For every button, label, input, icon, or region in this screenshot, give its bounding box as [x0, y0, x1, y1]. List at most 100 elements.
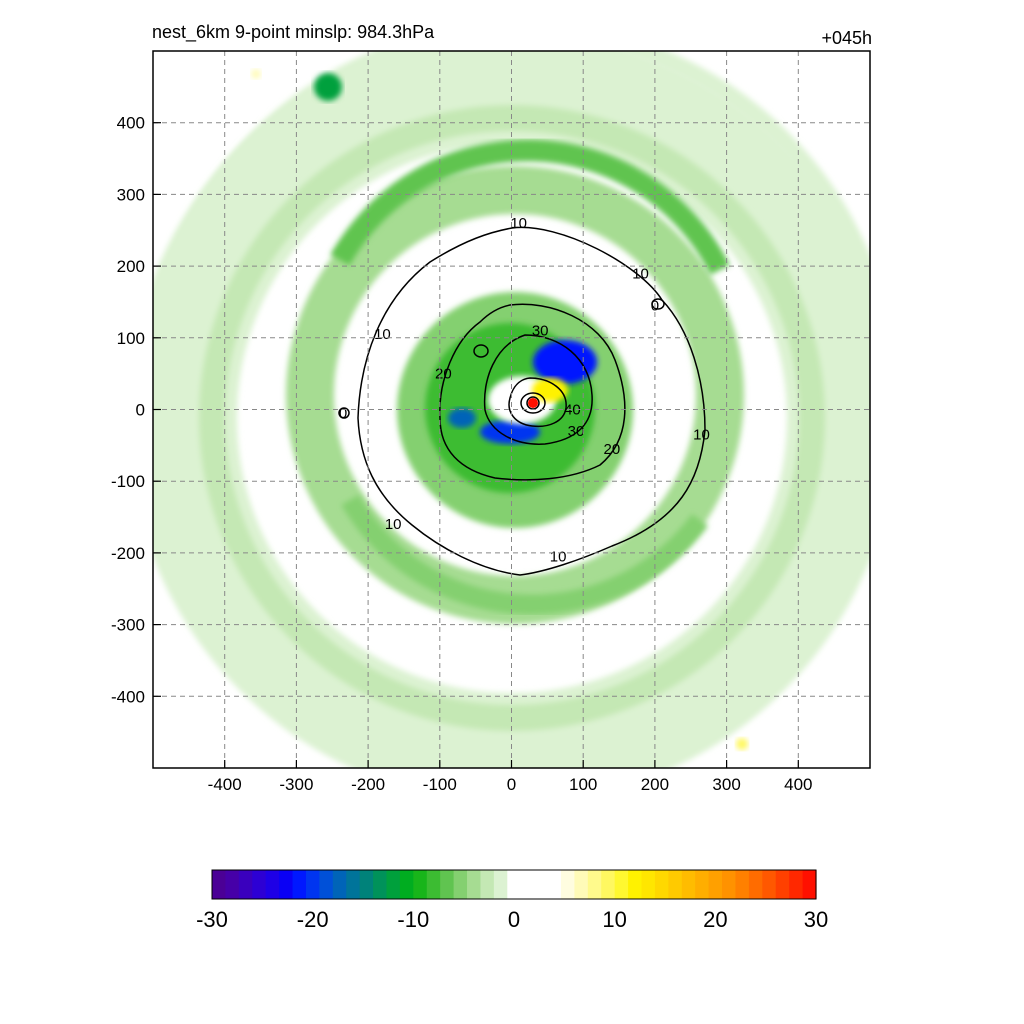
- colorbar-swatch: [775, 870, 790, 899]
- colorbar-swatch: [346, 870, 361, 899]
- contour-label: 10: [510, 215, 527, 232]
- colorbar-tick-label: 20: [703, 907, 727, 932]
- y-tick-label: -300: [111, 616, 145, 635]
- contour-20: [439, 303, 626, 481]
- contour-0-ne: [651, 298, 665, 310]
- colorbar-swatch: [560, 870, 575, 899]
- y-tick-label: 400: [117, 114, 145, 133]
- y-tick-label: 100: [117, 329, 145, 348]
- colorbar-tick-label: -20: [297, 907, 329, 932]
- colorbar-swatch: [695, 870, 710, 899]
- colorbar-swatch: [292, 870, 307, 899]
- contour-label: 10: [632, 265, 649, 282]
- time-label: +045h: [821, 28, 872, 48]
- colorbar-swatch: [493, 870, 508, 899]
- contour-label: 30: [532, 323, 549, 340]
- contour-label: 10: [693, 427, 710, 444]
- colorbar-swatch: [252, 870, 267, 899]
- y-axis: 400 300 200 100 0 -100 -200 -300 -400: [111, 114, 161, 706]
- colorbar-swatch: [332, 870, 347, 899]
- colorbar-tick-label: -30: [196, 907, 228, 932]
- colorbar-swatch: [453, 870, 468, 899]
- contour-40: [508, 377, 567, 428]
- colorbar-swatch: [305, 870, 320, 899]
- contour-20-blob: [473, 344, 489, 358]
- blue-lobe-w: [448, 408, 476, 428]
- contour-label: 10: [385, 516, 402, 533]
- contour-inner-1: [520, 392, 546, 414]
- x-tick-label: -100: [423, 775, 457, 794]
- x-tick-label: 100: [569, 775, 597, 794]
- colorbar-swatch: [802, 870, 817, 899]
- colorbar-swatch: [212, 870, 227, 899]
- max-marker: [528, 398, 538, 408]
- rainband-arc: [330, 139, 730, 275]
- x-tick-label: 0: [507, 775, 516, 794]
- colorbar-swatch: [748, 870, 763, 899]
- colorbar-swatch: [467, 870, 482, 899]
- x-tick-label: 300: [712, 775, 740, 794]
- contour-30: [483, 334, 593, 445]
- colorbar-swatch: [426, 870, 441, 899]
- colorbar-swatch: [386, 870, 401, 899]
- contour-label: 10: [374, 326, 391, 343]
- contour-0-w: [338, 407, 350, 419]
- colorbar-swatch: [614, 870, 629, 899]
- y-tick-label: 0: [136, 401, 145, 420]
- contour-label: 20: [435, 366, 452, 383]
- contour-label: 40: [564, 402, 581, 419]
- contour-label: 20: [604, 441, 621, 458]
- colorbar-swatch: [789, 870, 804, 899]
- colorbar: [211, 869, 817, 900]
- chart-title: nest_6km 9-point minslp: 984.3hPa: [152, 22, 435, 43]
- colorbar-swatch: [507, 870, 522, 899]
- colorbar-tick-label: 10: [602, 907, 626, 932]
- x-tick-label: -400: [208, 775, 242, 794]
- colorbar-swatch: [480, 870, 495, 899]
- x-axis: -400 -300 -200 -100 0 100 200 300 400: [208, 760, 812, 794]
- colorbar-swatch: [574, 870, 589, 899]
- y-tick-label: -100: [111, 472, 145, 491]
- x-tick-label: -300: [279, 775, 313, 794]
- rainband-arc-low: [341, 494, 709, 615]
- colorbar-frame: [211, 869, 817, 900]
- grid-lines: [153, 51, 870, 768]
- blue-lobe-s: [480, 420, 540, 444]
- y-tick-label: -400: [111, 687, 145, 706]
- colorbar-swatch: [279, 870, 294, 899]
- colorbar-swatch: [587, 870, 602, 899]
- colorbar-swatch: [735, 870, 750, 899]
- blue-lobe-ne: [533, 340, 597, 384]
- colorbar-swatch: [265, 870, 280, 899]
- colorbar-swatch: [238, 870, 253, 899]
- cell-nw: [314, 73, 342, 101]
- colorbar-swatch: [534, 870, 549, 899]
- contour-label: 0: [339, 405, 347, 422]
- colorbar-swatch: [641, 870, 656, 899]
- colorbar-swatch: [373, 870, 388, 899]
- x-tick-label: 200: [641, 775, 669, 794]
- contour-label: 10: [550, 548, 567, 565]
- colorbar-swatch: [681, 870, 696, 899]
- contour-lines: [338, 226, 706, 576]
- x-tick-label: -200: [351, 775, 385, 794]
- colorbar-swatch: [601, 870, 616, 899]
- colorbar-swatch: [440, 870, 455, 899]
- colorbar-swatch: [762, 870, 777, 899]
- colorbar-swatch: [399, 870, 414, 899]
- colorbar-swatch: [520, 870, 535, 899]
- colorbar-tick-label: 0: [508, 907, 520, 932]
- x-tick-label: 400: [784, 775, 812, 794]
- colorbar-swatch: [413, 870, 428, 899]
- colorbar-swatch: [654, 870, 669, 899]
- colorbar-swatch: [319, 870, 334, 899]
- colorbar-swatch: [547, 870, 562, 899]
- cell-se-yellow: [736, 738, 748, 750]
- y-tick-label: -200: [111, 544, 145, 563]
- shaded-field: [153, 51, 870, 768]
- colorbar-ticks: -30 -20 -10 0 10 20 30: [196, 907, 828, 932]
- cell-nw-yellow: [251, 69, 261, 79]
- colorbar-tick-label: 30: [804, 907, 828, 932]
- contour-label: 30: [568, 423, 585, 440]
